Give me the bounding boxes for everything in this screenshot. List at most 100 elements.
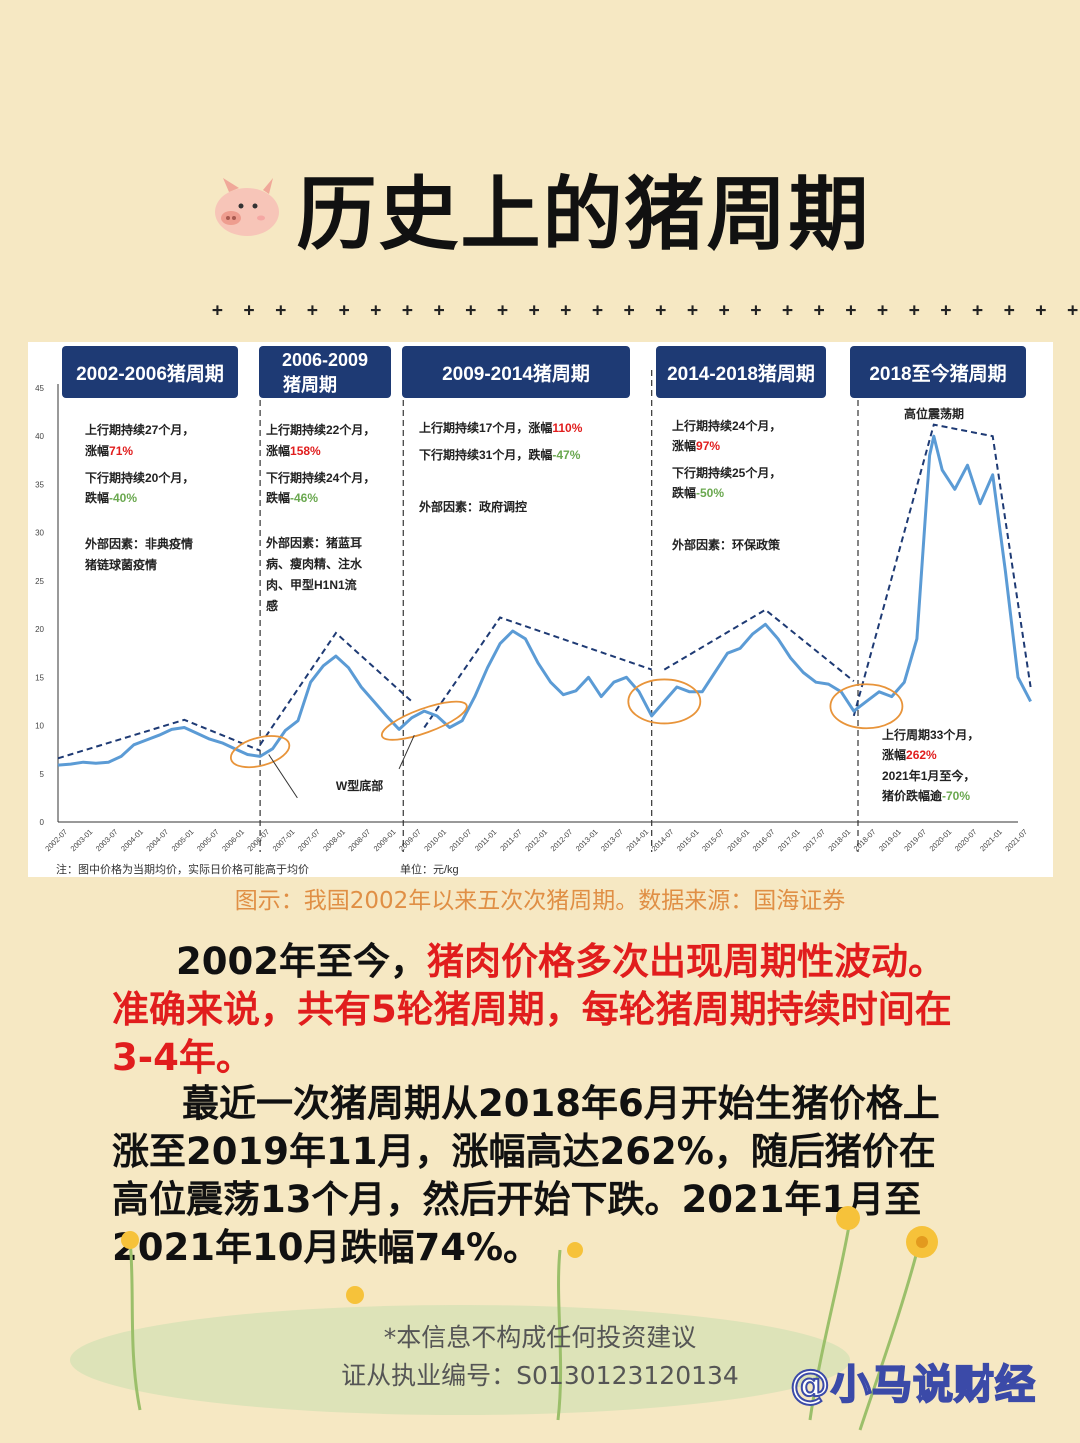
cycle-header-box [402, 346, 630, 398]
cycle-annotation-line: 涨幅71% [85, 443, 133, 458]
cycle-annotation-line: 猪链球菌疫情 [84, 557, 157, 572]
cycle-annotation-line: 肉、甲型H1N1流 [266, 577, 357, 592]
y-tick-label: 40 [35, 432, 44, 441]
bottom-circle [829, 683, 904, 730]
cycle-header-label: 2018至今猪周期 [869, 362, 1006, 385]
cycle-annotation-line: 涨幅97% [672, 438, 720, 453]
paragraph-1-red: 猪肉价格多次出现周期性波动。准确来说，共有5轮猪周期，每轮猪周期持续时间在3-4… [112, 940, 952, 1079]
pig-icon [215, 178, 280, 236]
bottom-circle [627, 678, 702, 725]
cycle-annotation-line: 外部因素：非典疫情 [85, 536, 193, 551]
y-tick-label: 0 [40, 818, 45, 827]
y-tick-label: 20 [35, 625, 44, 634]
cycle-annotation-line: 涨幅262% [882, 747, 937, 762]
y-tick-label: 30 [35, 529, 44, 538]
bottom-circle [230, 735, 291, 769]
flower-decoration [70, 1206, 938, 1431]
x-tick-label: 2010-01 [422, 827, 448, 853]
y-tick-label: 5 [40, 770, 45, 779]
x-tick-label: 2005-01 [170, 827, 196, 853]
x-tick-label: 2009-07 [397, 827, 423, 853]
trend-dashed-line [259, 631, 413, 746]
y-tick-label: 45 [35, 384, 44, 393]
trend-dashed-line [852, 423, 1032, 717]
cycle-header-box [850, 346, 1026, 398]
cycle-header-box [656, 346, 826, 398]
x-tick-label: 2021-01 [978, 827, 1004, 853]
cycle-annotation-line: 上行期持续22个月， [266, 422, 375, 437]
x-tick-label: 2008-01 [321, 827, 347, 853]
chart-unit-note: 单位：元/kg [400, 862, 459, 876]
plus-divider: + + + + + + + + + + + + + + + + + + + + … [212, 300, 1080, 321]
cycle-annotation-line: 下行期持续24个月， [266, 470, 375, 485]
cycle-header-box [259, 346, 391, 398]
price-series-line [57, 434, 1032, 767]
cycle-annotation-line: 跌幅-40% [85, 490, 137, 505]
cycle-annotation-line: 下行期持续20个月， [85, 470, 194, 485]
w-pointer-line [268, 754, 298, 799]
cycle-annotation-line: 感 [266, 598, 278, 613]
paragraph-1: 2002年至今，猪肉价格多次出现周期性波动。准确来说，共有5轮猪周期，每轮猪周期… [112, 938, 972, 1082]
y-tick-label: 15 [35, 673, 44, 682]
cycle-annotation-line: 外部因素：政府调控 [419, 499, 527, 514]
x-tick-label: 2013-01 [574, 827, 600, 853]
title-row: 历史上的猪周期 [0, 150, 1080, 266]
trend-dashed-line [663, 608, 855, 682]
x-tick-label: 2020-07 [953, 827, 979, 853]
x-tick-label: 2014-01 [624, 827, 650, 853]
cycle-annotation-line: 上行期持续17个月，涨幅110% [419, 420, 583, 435]
cycle-annotation-line: 跌幅-50% [672, 485, 724, 500]
cycle-header-label: 2002-2006猪周期 [76, 363, 224, 385]
x-tick-label: 2017-01 [776, 827, 802, 853]
trend-dashed-line [57, 718, 261, 760]
paragraph-2-text: 蕞近一次猪周期从2018年6月开始生猪价格上涨至2019年11月，涨幅高达262… [112, 1082, 940, 1269]
w-bottom-annotation: W型底部 [336, 778, 383, 793]
cycle-annotation-line: 跌幅-46% [266, 490, 318, 505]
x-tick-label: 2003-01 [69, 827, 95, 853]
chart-footnote: 注：图中价格为当期均价，实际日价格可能高于均价 [56, 862, 309, 876]
x-tick-label: 2019-01 [877, 827, 903, 853]
cycle-annotation-line: 下行期持续31个月，跌幅-47% [419, 447, 581, 462]
x-tick-label: 2020-01 [928, 827, 954, 853]
y-tick-label: 25 [35, 577, 44, 586]
cycle-annotation-line: 病、瘦肉精、注水 [266, 556, 363, 571]
x-tick-label: 2015-01 [675, 827, 701, 853]
x-tick-label: 2018-07 [852, 827, 878, 853]
y-tick-label: 10 [35, 722, 44, 731]
cycle-annotation-line: 高位震荡期 [904, 406, 964, 421]
x-tick-label: 2005-07 [195, 827, 221, 853]
x-tick-label: 2016-01 [725, 827, 751, 853]
chart-caption: 图示：我国2002年以来五次次猪周期。数据来源：国海证券 [234, 888, 846, 914]
cycle-annotation-line: 猪价跌幅逾-70% [881, 788, 970, 803]
x-tick-label: 2011-01 [473, 828, 498, 853]
x-tick-label: 2006-01 [220, 827, 246, 853]
x-tick-label: 2011-07 [498, 828, 523, 853]
paragraph-2: 蕞近一次猪周期从2018年6月开始生猪价格上涨至2019年11月，涨幅高达262… [112, 1080, 972, 1272]
x-tick-label: 2014-07 [650, 827, 676, 853]
x-tick-label: 2012-07 [549, 827, 575, 853]
x-tick-label: 2007-07 [296, 827, 322, 853]
x-tick-label: 2010-07 [448, 827, 474, 853]
x-tick-label: 2021-07 [1003, 827, 1029, 853]
x-tick-label: 2016-07 [751, 827, 777, 853]
x-tick-label: 2012-01 [523, 827, 549, 853]
x-tick-label: 2008-07 [346, 827, 372, 853]
x-tick-label: 2007-01 [271, 827, 297, 853]
x-tick-label: 2003-07 [94, 827, 120, 853]
x-tick-label: 2019-07 [902, 827, 928, 853]
x-tick-label: 2004-07 [144, 827, 170, 853]
w-pointer-line [398, 734, 415, 770]
cycle-header-box [62, 346, 238, 398]
cycle-annotation-line: 2021年1月至今， [882, 768, 975, 783]
y-tick-label: 35 [35, 480, 44, 489]
cycle-annotation-line: 上行期持续24个月， [672, 418, 781, 433]
trend-dashed-line [423, 616, 653, 729]
cycle-annotation-line: 外部因素：猪蓝耳 [266, 535, 362, 550]
cycle-annotation-line: 上行周期33个月， [882, 727, 979, 742]
license-number: 证从执业编号：S0130123120134 [341, 1361, 739, 1390]
x-tick-label: 2002-07 [43, 827, 69, 853]
pig-cycle-chart: 0 5 10 15 20 25 30 35 40 45 2002-07 2003-01 2003-07 2… [35, 346, 1032, 876]
bottom-circle [380, 700, 468, 741]
cycle-annotation-line: 下行期持续25个月， [672, 465, 781, 480]
x-tick-label: 2013-07 [599, 827, 625, 853]
